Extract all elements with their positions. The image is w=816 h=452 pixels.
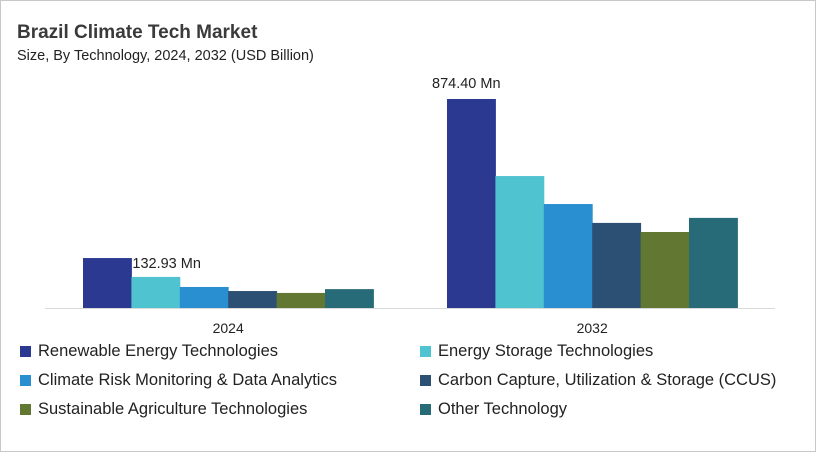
- chart-subtitle: Size, By Technology, 2024, 2032 (USD Bil…: [17, 48, 314, 64]
- bar: [131, 276, 181, 308]
- legend-swatch: [20, 346, 31, 357]
- bar: [640, 231, 690, 308]
- bar: [592, 222, 642, 308]
- legend-label: Renewable Energy Technologies: [38, 342, 279, 360]
- legend-label: Carbon Capture, Utilization & Storage (C…: [438, 371, 777, 389]
- x-tick-label: 2024: [213, 320, 244, 336]
- bar: [325, 289, 374, 308]
- bar: [83, 258, 132, 308]
- bar: [447, 99, 496, 308]
- legend-item: Sustainable Agriculture Technologies: [20, 400, 307, 419]
- legend-item: Carbon Capture, Utilization & Storage (C…: [420, 371, 776, 390]
- legend-label: Sustainable Agriculture Technologies: [38, 400, 308, 418]
- legend-swatch: [20, 404, 31, 415]
- legend-swatch: [420, 404, 431, 415]
- legend-item: Other Technology: [420, 400, 567, 419]
- legend-swatch: [20, 375, 31, 386]
- legend-label: Energy Storage Technologies: [438, 342, 654, 360]
- bar: [179, 286, 229, 308]
- bar: [543, 204, 593, 308]
- chart-title: Brazil Climate Tech Market: [17, 22, 258, 43]
- bar: [495, 176, 545, 308]
- legend-label: Climate Risk Monitoring & Data Analytics: [38, 371, 337, 389]
- legend-item: Energy Storage Technologies: [420, 342, 653, 361]
- legend-item: Renewable Energy Technologies: [20, 342, 278, 361]
- bar: [276, 292, 326, 308]
- legend-item: Climate Risk Monitoring & Data Analytics: [20, 371, 337, 390]
- data-label: 874.40 Mn: [432, 76, 501, 92]
- data-label: 132.93 Mn: [132, 256, 201, 272]
- legend-swatch: [420, 346, 431, 357]
- x-tick-label: 2032: [577, 320, 608, 336]
- bar: [689, 217, 738, 308]
- bar: [228, 291, 278, 308]
- legend-swatch: [420, 375, 431, 386]
- legend-label: Other Technology: [438, 400, 568, 418]
